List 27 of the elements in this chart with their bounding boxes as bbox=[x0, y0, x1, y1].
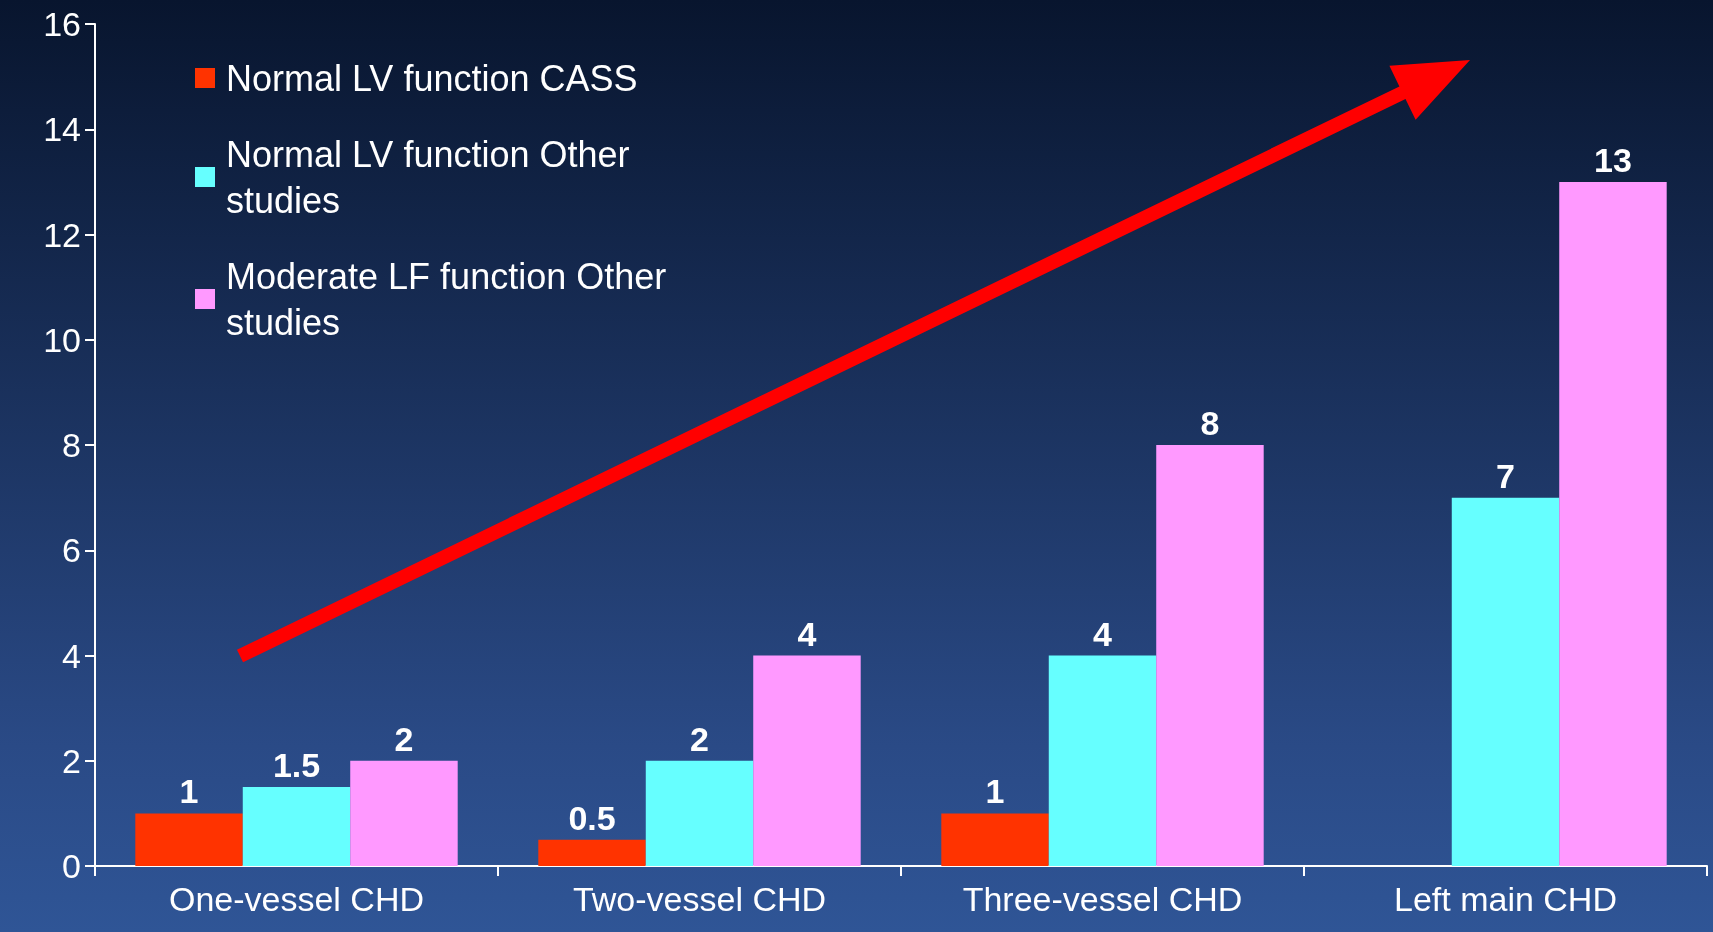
data-label: 7 bbox=[1496, 456, 1515, 495]
y-tick-label: 16 bbox=[43, 5, 81, 43]
data-label: 1 bbox=[985, 772, 1005, 811]
legend-label: Normal LV function CASS bbox=[226, 57, 638, 99]
y-tick-label: 2 bbox=[62, 741, 81, 780]
y-tick-label: 4 bbox=[62, 636, 81, 675]
y-tick-label: 0 bbox=[62, 847, 81, 885]
y-tick-label: 14 bbox=[43, 110, 81, 149]
x-tick-label: Left main CHD bbox=[1394, 880, 1617, 918]
y-tick-label: 12 bbox=[43, 215, 81, 254]
x-tick-label: Two-vessel CHD bbox=[572, 880, 827, 918]
data-label: 8 bbox=[1200, 404, 1220, 442]
data-label: 1 bbox=[179, 772, 199, 811]
data-label: 2 bbox=[394, 719, 414, 758]
data-label: 13 bbox=[1594, 140, 1632, 179]
legend-label: Normal LV function Other studies bbox=[226, 133, 640, 221]
x-tick-label: One-vessel CHD bbox=[168, 880, 425, 918]
data-label: 0.5 bbox=[568, 798, 616, 837]
data-label: 1.5 bbox=[272, 746, 321, 785]
x-tick-label: Three-vessel CHD bbox=[962, 880, 1243, 918]
data-label: 2 bbox=[690, 719, 709, 758]
y-tick-label: 10 bbox=[43, 320, 81, 359]
data-label: 4 bbox=[1093, 614, 1113, 653]
y-tick-label: 6 bbox=[62, 531, 81, 570]
data-label: 4 bbox=[797, 614, 817, 653]
y-tick-label: 8 bbox=[62, 426, 81, 464]
legend-label: Moderate LF function Other studies bbox=[226, 255, 677, 343]
